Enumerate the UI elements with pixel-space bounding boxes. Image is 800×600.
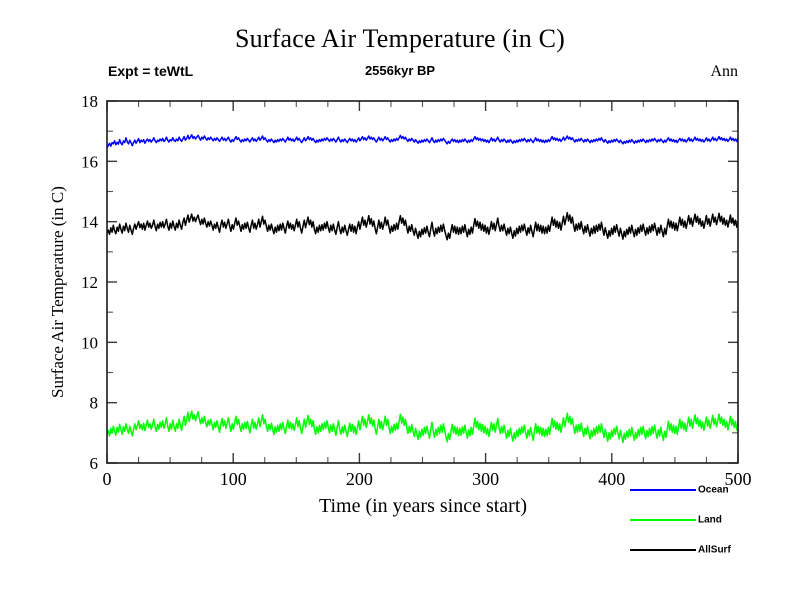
y-tick-label: 16 xyxy=(81,152,98,171)
y-tick-label: 10 xyxy=(81,333,98,352)
tick-labels: 0 100 200 300 400 500 6 8 10 12 14 16 18 xyxy=(81,92,752,489)
y-tick-label: 12 xyxy=(81,273,98,292)
series-line-allsurf xyxy=(107,211,738,241)
y-tick-label: 8 xyxy=(90,394,99,413)
legend-label-allsurf[interactable]: AllSurf xyxy=(698,545,731,556)
y-tick-label: 18 xyxy=(81,92,98,111)
series-line-land xyxy=(107,410,738,444)
y-axis-label: Surface Air Temperature (in C) xyxy=(48,186,67,398)
series-lines xyxy=(107,134,738,444)
plot-frame xyxy=(106,100,739,464)
season-label: Ann xyxy=(710,63,738,80)
axis-ticks xyxy=(106,100,739,464)
legend-label-ocean[interactable]: Ocean xyxy=(698,485,729,496)
series-line-ocean xyxy=(107,134,738,149)
x-tick-label: 200 xyxy=(346,469,373,489)
y-tick-label: 14 xyxy=(81,213,99,232)
x-tick-label: 400 xyxy=(598,469,625,489)
page-title: Surface Air Temperature (in C) xyxy=(234,24,566,53)
x-tick-label: 300 xyxy=(472,469,499,489)
chart-legend[interactable]: Ocean Land AllSurf xyxy=(630,485,731,556)
x-axis-label: Time (in years since start) xyxy=(318,495,528,517)
x-tick-label: 100 xyxy=(220,469,247,489)
chart-subtitle: 2556kyr BP xyxy=(364,63,436,78)
x-tick-label: 0 xyxy=(103,469,112,489)
legend-label-land[interactable]: Land xyxy=(698,515,722,526)
x-tick-label: 500 xyxy=(725,469,752,489)
experiment-label: Expt = teWtL xyxy=(108,63,194,79)
y-tick-label: 6 xyxy=(90,454,99,473)
